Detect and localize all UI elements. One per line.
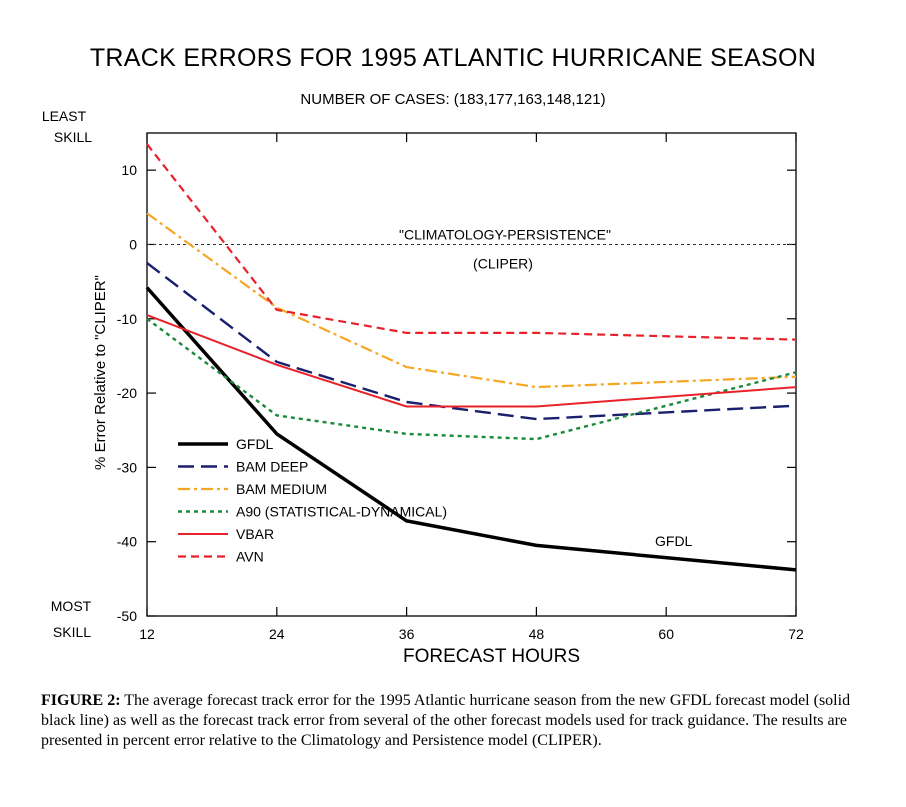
chart-subtitle: NUMBER OF CASES: (183,177,163,148,121) [300,91,606,108]
series-group [145,143,797,572]
reference-label: "CLIMATOLOGY-PERSISTENCE" [399,226,611,242]
legend-label: BAM DEEP [236,459,308,475]
y-tick-label: -30 [117,459,137,475]
x-axis-label: FORECAST HOURS [403,646,580,667]
series-line-bam-deep [146,262,797,421]
x-tick-label: 60 [658,626,674,642]
legend-label: AVN [236,549,264,565]
plot-axes [146,132,797,617]
x-tick-label: 48 [529,626,545,642]
least-skill-label-2: SKILL [54,129,92,145]
caption-label: FIGURE 2: [41,692,121,709]
figure-caption: FIGURE 2: The average forecast track err… [41,691,861,751]
legend: GFDL BAM DEEP BAM MEDIUM A90 (STATISTICAL-D… [178,436,447,565]
caption-text: The average forecast track error for the… [41,692,851,749]
y-tick-label: -40 [117,534,137,550]
most-skill-label-1: MOST [51,598,92,614]
series-line-gfdl [145,286,797,572]
least-skill-label-1: LEAST [42,108,87,124]
y-tick-label: -10 [117,311,137,327]
most-skill-label-2: SKILL [53,624,91,640]
reference-sublabel: (CLIPER) [473,255,533,271]
y-tick-label: 0 [129,236,137,252]
y-tick-label: 10 [121,162,137,178]
series-line-bam-medium [146,212,797,389]
plot-frame [146,132,797,617]
y-tick-label: -20 [117,385,137,401]
series-line-vbar [146,314,797,408]
chart-title: TRACK ERRORS FOR 1995 ATLANTIC HURRICANE… [89,44,817,72]
x-tick-label: 72 [788,626,804,642]
legend-label: BAM MEDIUM [236,481,327,497]
legend-label: A90 (STATISTICAL-DYNAMICAL) [236,504,447,520]
x-tick-label: 12 [139,626,155,642]
gfdl-end-annotation: GFDL [655,533,693,549]
x-tick-label: 24 [269,626,285,642]
series-line-avn [146,143,797,341]
series-line-a90-statistical-dynamical [146,317,797,441]
y-tick-label: -50 [117,608,137,624]
x-tick-label: 36 [399,626,415,642]
legend-label: GFDL [236,436,274,452]
y-axis-label: % Error Relative to "CLIPER" [92,275,109,470]
legend-label: VBAR [236,526,274,542]
